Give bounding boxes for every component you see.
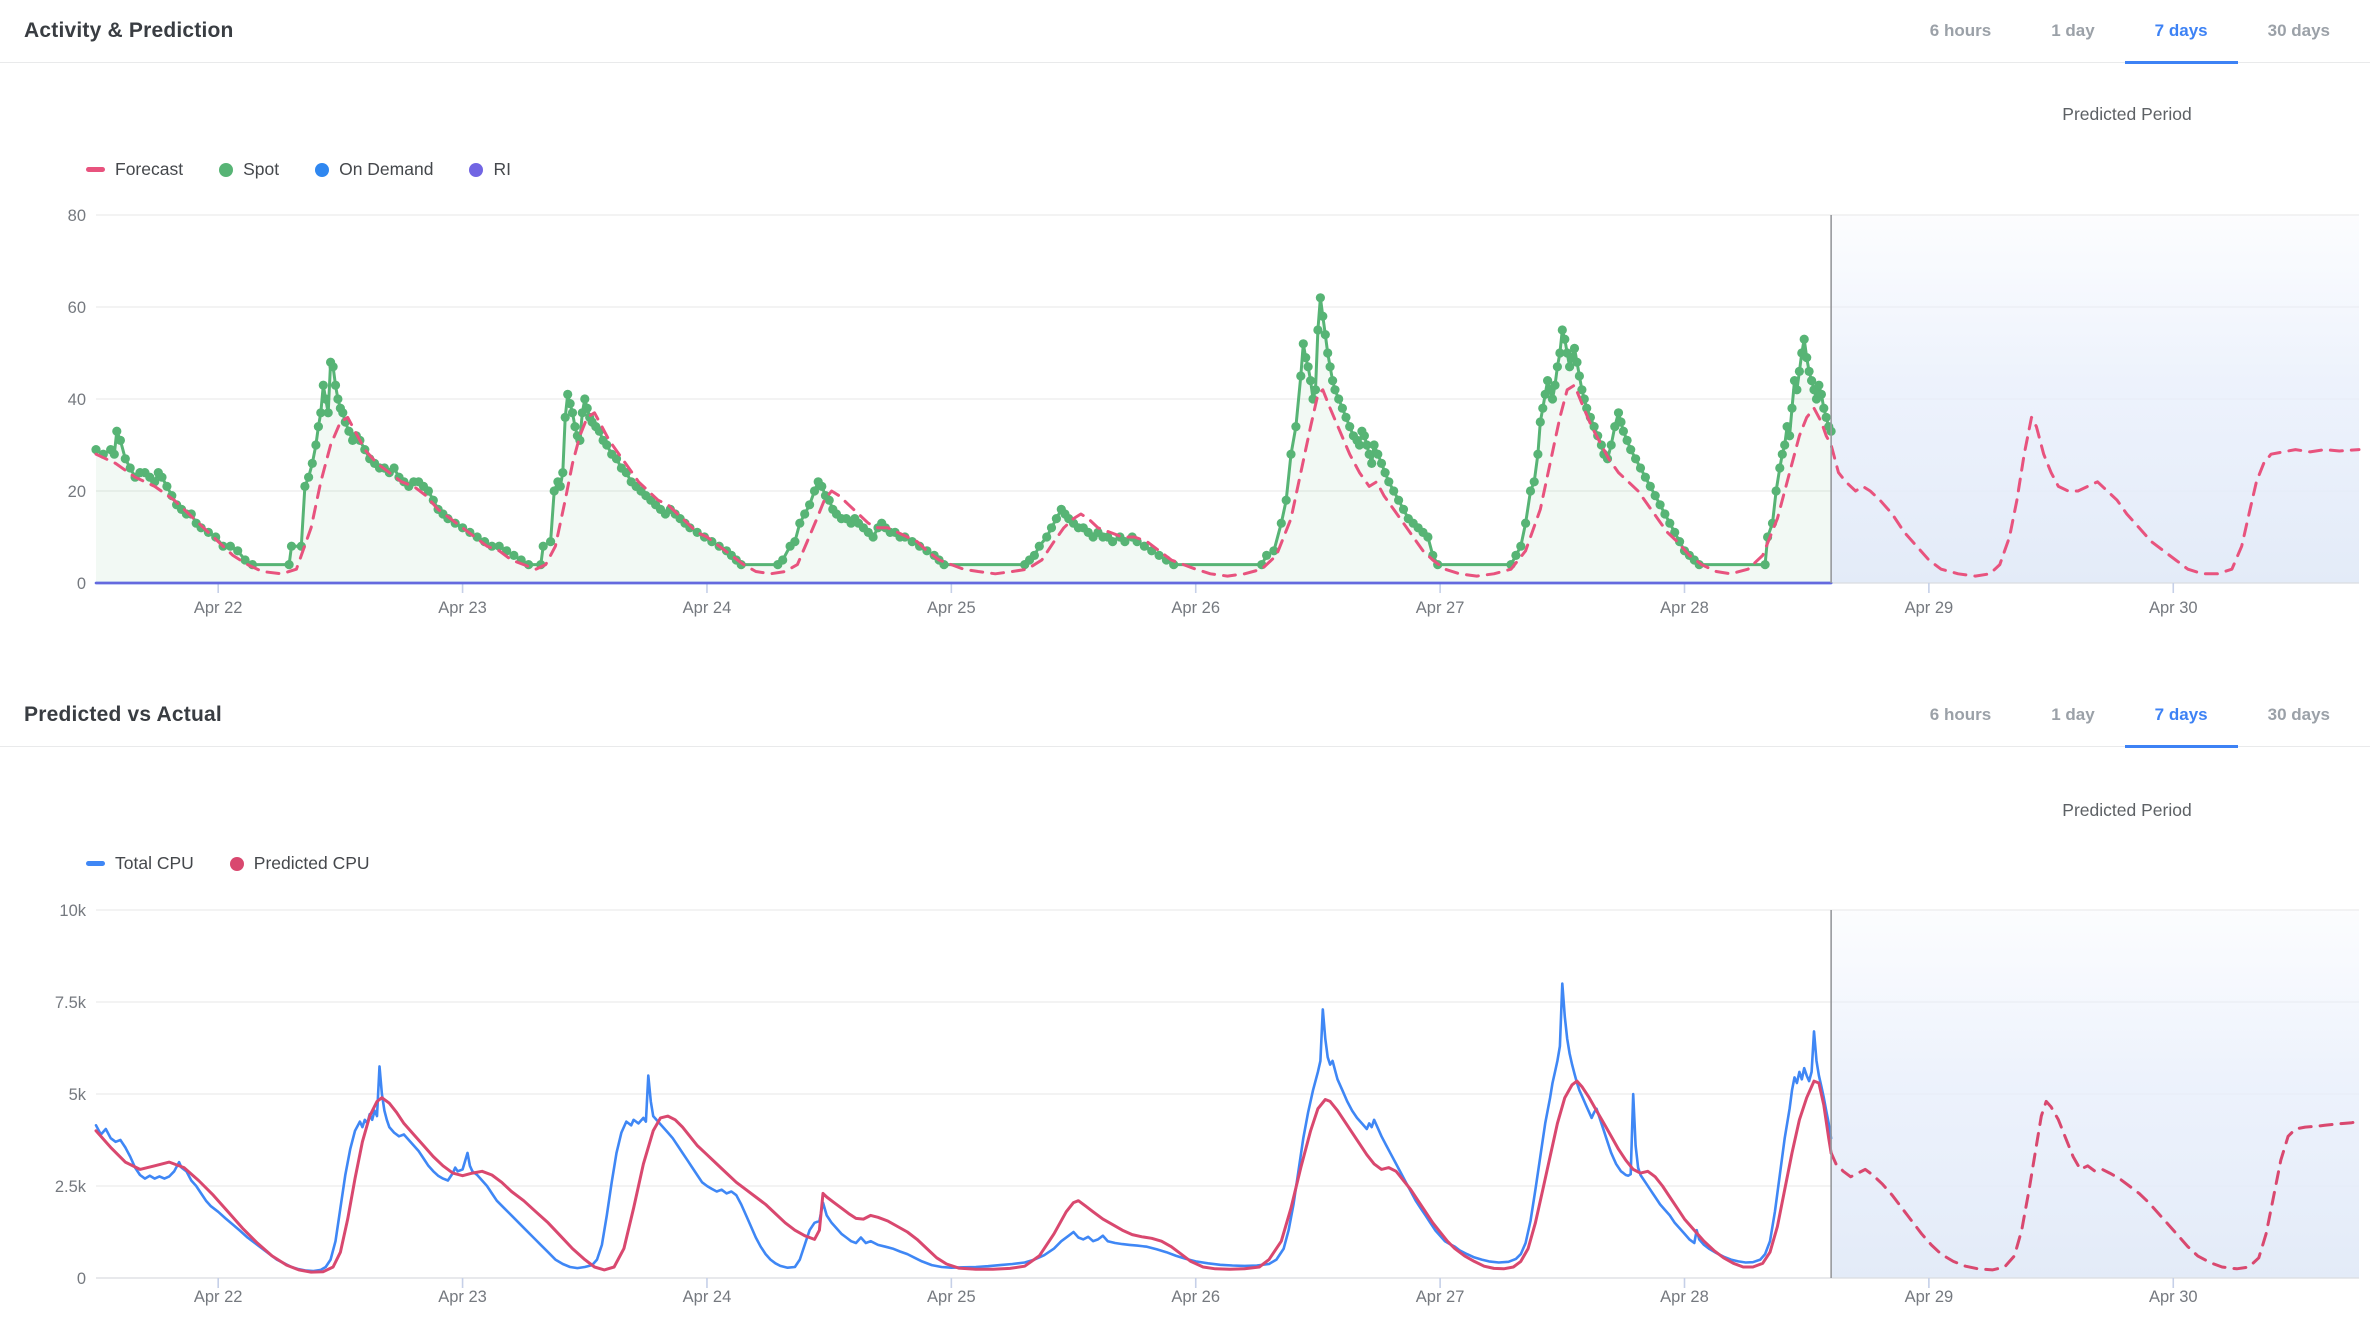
activity-chart-canvas[interactable]: Apr 22 Apr 23 Apr 24 Apr 25 Apr 26 Apr 27 Apr …: [0, 200, 2370, 636]
predicted-chart-canvas[interactable]: Apr 22 Apr 23 Apr 24 Apr 25 Apr 26 Apr 27 Apr …: [0, 895, 2370, 1328]
legend-item-spot[interactable]: Spot: [219, 159, 279, 180]
svg-text:Apr 27: Apr 27: [1416, 599, 1465, 617]
panel-header-activity: Activity & Prediction 6 hours 1 day 7 days…: [0, 0, 2370, 64]
svg-text:80: 80: [68, 207, 86, 225]
legend-marker-dash-icon: [86, 167, 105, 172]
svg-text:Apr 26: Apr 26: [1171, 1288, 1220, 1306]
svg-text:Apr 27: Apr 27: [1416, 1288, 1465, 1306]
tab-1-day[interactable]: 1 day: [2051, 704, 2095, 724]
svg-text:Apr 28: Apr 28: [1660, 1288, 1709, 1306]
legend-label: Forecast: [115, 159, 184, 179]
legend-marker-dot-icon: [229, 856, 244, 871]
svg-text:Apr 30: Apr 30: [2149, 599, 2198, 617]
svg-text:Apr 29: Apr 29: [1905, 599, 1954, 617]
chart-legend-activity: Forecast Spot On Demand RI: [86, 159, 547, 180]
legend-item-predicted-cpu[interactable]: Predicted CPU: [229, 853, 370, 874]
tab-6-hours[interactable]: 6 hours: [1929, 704, 1992, 724]
tab-1-day[interactable]: 1 day: [2051, 20, 2095, 40]
tab-7-days[interactable]: 7 days: [2124, 684, 2238, 748]
svg-text:Apr 25: Apr 25: [927, 599, 976, 617]
legend-item-total-cpu[interactable]: Total CPU: [86, 853, 194, 874]
panel-header-predicted: Predicted vs Actual 6 hours 1 day 7 days 30…: [0, 684, 2370, 748]
svg-text:Apr 25: Apr 25: [927, 1288, 976, 1306]
legend-label: Predicted CPU: [253, 853, 370, 873]
svg-text:Apr 26: Apr 26: [1171, 599, 1220, 617]
legend-label: Spot: [243, 159, 280, 179]
predicted-period-label: Predicted Period: [2062, 800, 2192, 820]
tab-30-days[interactable]: 30 days: [2267, 704, 2330, 724]
svg-text:7.5k: 7.5k: [55, 994, 87, 1012]
legend-label: On Demand: [339, 159, 434, 179]
legend-marker-dot-icon: [219, 162, 234, 177]
legend-label: Total CPU: [115, 853, 194, 873]
tab-6-hours[interactable]: 6 hours: [1929, 20, 1992, 40]
legend-label: RI: [493, 159, 511, 179]
panel-title-predicted: Predicted vs Actual: [24, 703, 222, 726]
chart-legend-predicted: Total CPU Predicted CPU: [86, 853, 406, 874]
svg-text:5k: 5k: [69, 1086, 87, 1104]
tab-7-days[interactable]: 7 days: [2124, 0, 2238, 64]
legend-item-on-demand[interactable]: On Demand: [315, 159, 433, 180]
svg-text:20: 20: [68, 483, 86, 501]
svg-text:Apr 29: Apr 29: [1905, 1288, 1954, 1306]
svg-text:Apr 23: Apr 23: [438, 599, 487, 617]
svg-text:Apr 22: Apr 22: [194, 1288, 243, 1306]
tab-30-days[interactable]: 30 days: [2267, 20, 2330, 40]
panel-title-activity: Activity & Prediction: [24, 19, 234, 42]
svg-text:Apr 22: Apr 22: [194, 599, 243, 617]
svg-text:Apr 30: Apr 30: [2149, 1288, 2198, 1306]
svg-text:Apr 24: Apr 24: [683, 1288, 732, 1306]
legend-item-ri[interactable]: RI: [469, 159, 511, 180]
svg-text:Apr 23: Apr 23: [438, 1288, 487, 1306]
time-range-tabs-predicted: 6 hours 1 day 7 days 30 days: [1900, 684, 2360, 748]
legend-item-forecast[interactable]: Forecast: [86, 159, 183, 180]
svg-text:0: 0: [77, 575, 86, 593]
predicted-period-label: Predicted Period: [2062, 104, 2192, 124]
svg-text:Apr 24: Apr 24: [683, 599, 732, 617]
legend-marker-dot-icon: [315, 162, 330, 177]
time-range-tabs-activity: 6 hours 1 day 7 days 30 days: [1900, 0, 2360, 64]
svg-text:40: 40: [68, 391, 86, 409]
svg-text:60: 60: [68, 299, 86, 317]
svg-text:Apr 28: Apr 28: [1660, 599, 1709, 617]
svg-text:2.5k: 2.5k: [55, 1178, 87, 1196]
svg-text:0: 0: [77, 1270, 86, 1288]
svg-text:10k: 10k: [59, 902, 86, 920]
legend-marker-dot-icon: [469, 162, 484, 177]
legend-marker-dash-icon: [86, 861, 105, 866]
